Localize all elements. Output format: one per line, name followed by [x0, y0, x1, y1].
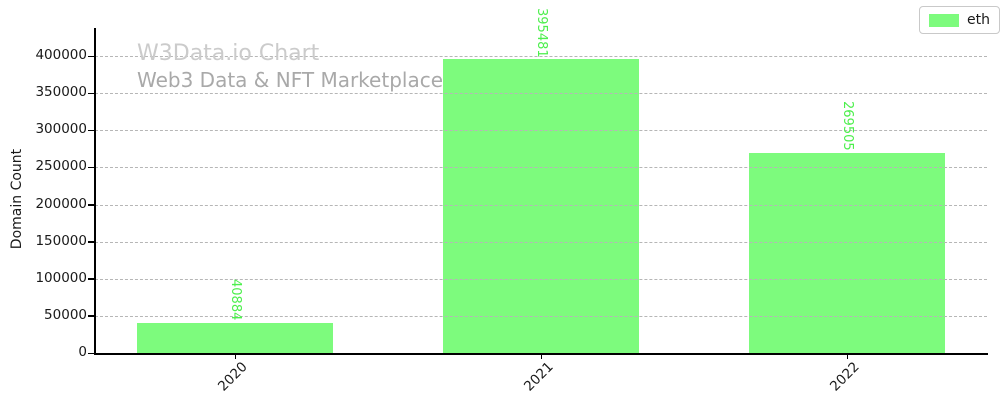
- x-axis-spine: [94, 353, 988, 355]
- bar-value-label-2021: 395481: [534, 7, 549, 58]
- gridline-350000: [95, 93, 987, 95]
- gridline-400000: [95, 56, 987, 57]
- bar-2022: [749, 152, 945, 353]
- y-tick-mark-50000: [88, 315, 94, 317]
- bar-value-label-2020: 40884: [228, 279, 243, 321]
- gridline-50000: [95, 315, 987, 317]
- x-tick-mark-2020: [234, 354, 236, 359]
- gridline-100000: [95, 278, 987, 280]
- x-tick-label-2020: 2020: [214, 359, 251, 395]
- y-tick-mark-0: [88, 352, 94, 354]
- y-tick-label-400000: 400000: [35, 47, 87, 63]
- y-tick-mark-300000: [88, 129, 94, 132]
- y-tick-mark-150000: [88, 241, 94, 243]
- y-tick-label-350000: 350000: [35, 84, 87, 101]
- bar-2021: [443, 59, 639, 353]
- y-tick-mark-250000: [88, 166, 94, 169]
- gridline-150000: [95, 241, 987, 243]
- gridline-200000: [95, 204, 987, 206]
- y-axis-spine: [94, 28, 96, 354]
- bar-value-label-2022: 269505: [840, 101, 855, 151]
- legend-label-eth: eth: [967, 12, 990, 28]
- y-tick-label-100000: 100000: [35, 269, 87, 286]
- y-tick-mark-200000: [88, 204, 94, 206]
- y-tick-label-150000: 150000: [35, 232, 87, 249]
- x-tick-mark-2021: [540, 354, 542, 359]
- watermark-subtitle: Web3 Data & NFT Marketplace: [137, 68, 443, 92]
- y-tick-label-250000: 250000: [35, 158, 87, 175]
- y-tick-label-300000: 300000: [35, 121, 87, 138]
- gridline-300000: [95, 130, 987, 132]
- y-tick-mark-100000: [88, 278, 94, 280]
- watermark-title: W3Data.io Chart: [137, 41, 320, 66]
- gridline-250000: [95, 167, 987, 169]
- y-tick-label-200000: 200000: [35, 195, 87, 212]
- x-tick-label-2022: 2022: [826, 359, 863, 395]
- x-tick-label-2021: 2021: [520, 359, 557, 395]
- y-tick-mark-350000: [88, 92, 94, 95]
- y-tick-label-50000: 50000: [44, 306, 87, 323]
- y-axis-label: Domain Count: [9, 148, 25, 250]
- legend-swatch-eth: [929, 13, 959, 27]
- y-tick-label-0: 0: [78, 344, 87, 360]
- legend: eth: [919, 6, 1000, 34]
- y-tick-mark-400000: [88, 55, 94, 57]
- x-tick-mark-2022: [846, 354, 848, 359]
- bar-2020: [137, 322, 333, 353]
